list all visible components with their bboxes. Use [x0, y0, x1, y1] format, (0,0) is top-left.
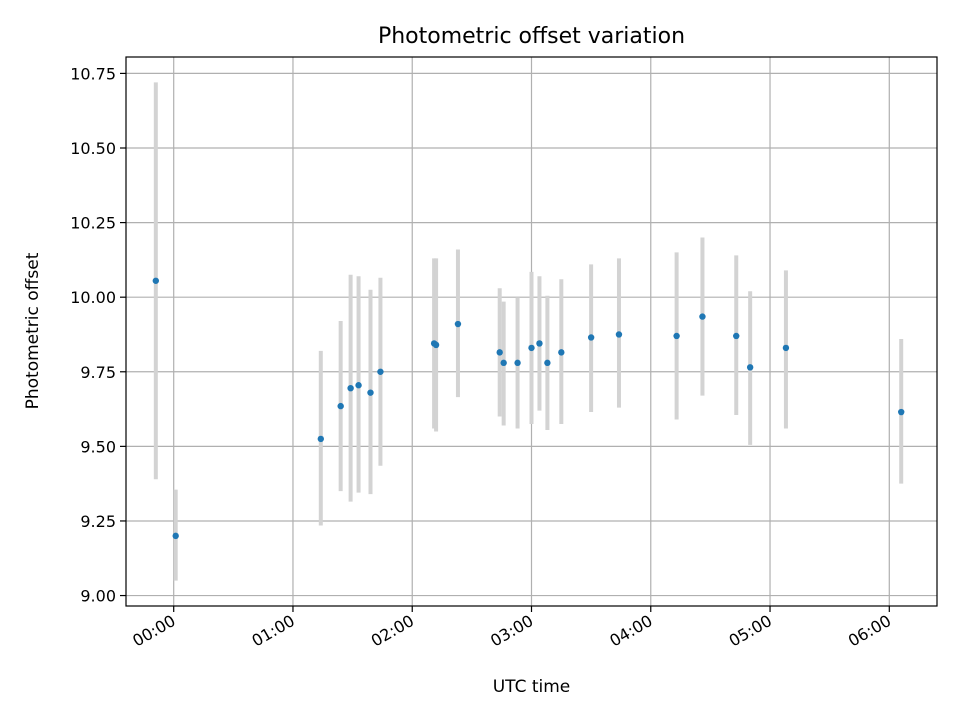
data-point	[898, 408, 905, 416]
data-point	[587, 334, 595, 341]
data-point	[432, 341, 440, 349]
data-point	[500, 359, 507, 367]
x-axis-label: UTC time	[493, 677, 571, 697]
y-tick-label: 10.75	[70, 64, 116, 83]
y-tick-label: 10.25	[70, 214, 116, 233]
y-axis-label: Photometric offset	[23, 252, 43, 409]
y-tick-label: 10.50	[70, 139, 116, 158]
data-point	[317, 435, 324, 443]
data-point	[528, 344, 535, 352]
data-point	[544, 359, 551, 367]
chart-title: Photometric offset variation	[378, 24, 685, 49]
data-point	[746, 364, 754, 371]
data-point	[172, 532, 179, 540]
data-point	[152, 277, 160, 284]
y-tick-label: 9.25	[80, 512, 116, 531]
y-tick-label: 9.75	[80, 363, 116, 382]
data-points	[152, 277, 905, 540]
data-point	[782, 344, 790, 352]
data-point	[536, 340, 543, 347]
y-tick-label: 9.50	[80, 437, 116, 456]
data-point	[699, 313, 706, 320]
data-point	[558, 349, 565, 356]
data-point	[673, 332, 680, 340]
data-point	[377, 368, 384, 375]
grid	[126, 57, 937, 606]
data-point	[514, 359, 521, 367]
data-point	[355, 382, 362, 389]
y-tick-label: 9.00	[80, 587, 116, 606]
y-tick-label: 10.00	[70, 288, 116, 307]
data-point	[496, 349, 503, 356]
y-axis-ticks: 9.00 9.25 9.50 9.75 10.00 10.25 10.50 10.75	[70, 64, 126, 606]
data-point	[337, 402, 344, 410]
data-point	[454, 320, 462, 328]
data-point	[367, 389, 374, 396]
data-point	[347, 384, 354, 392]
data-point	[733, 332, 740, 340]
data-point	[615, 331, 623, 338]
